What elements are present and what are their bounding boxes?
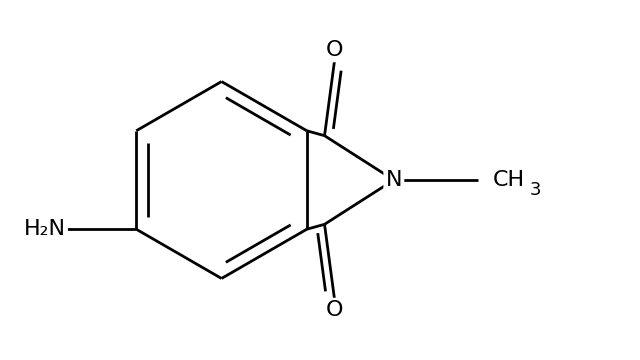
Text: 3: 3 <box>530 181 541 199</box>
Text: O: O <box>326 300 343 320</box>
Text: CH: CH <box>492 170 524 190</box>
Text: H₂N: H₂N <box>24 219 66 239</box>
Text: N: N <box>385 170 402 190</box>
Text: O: O <box>326 40 343 60</box>
